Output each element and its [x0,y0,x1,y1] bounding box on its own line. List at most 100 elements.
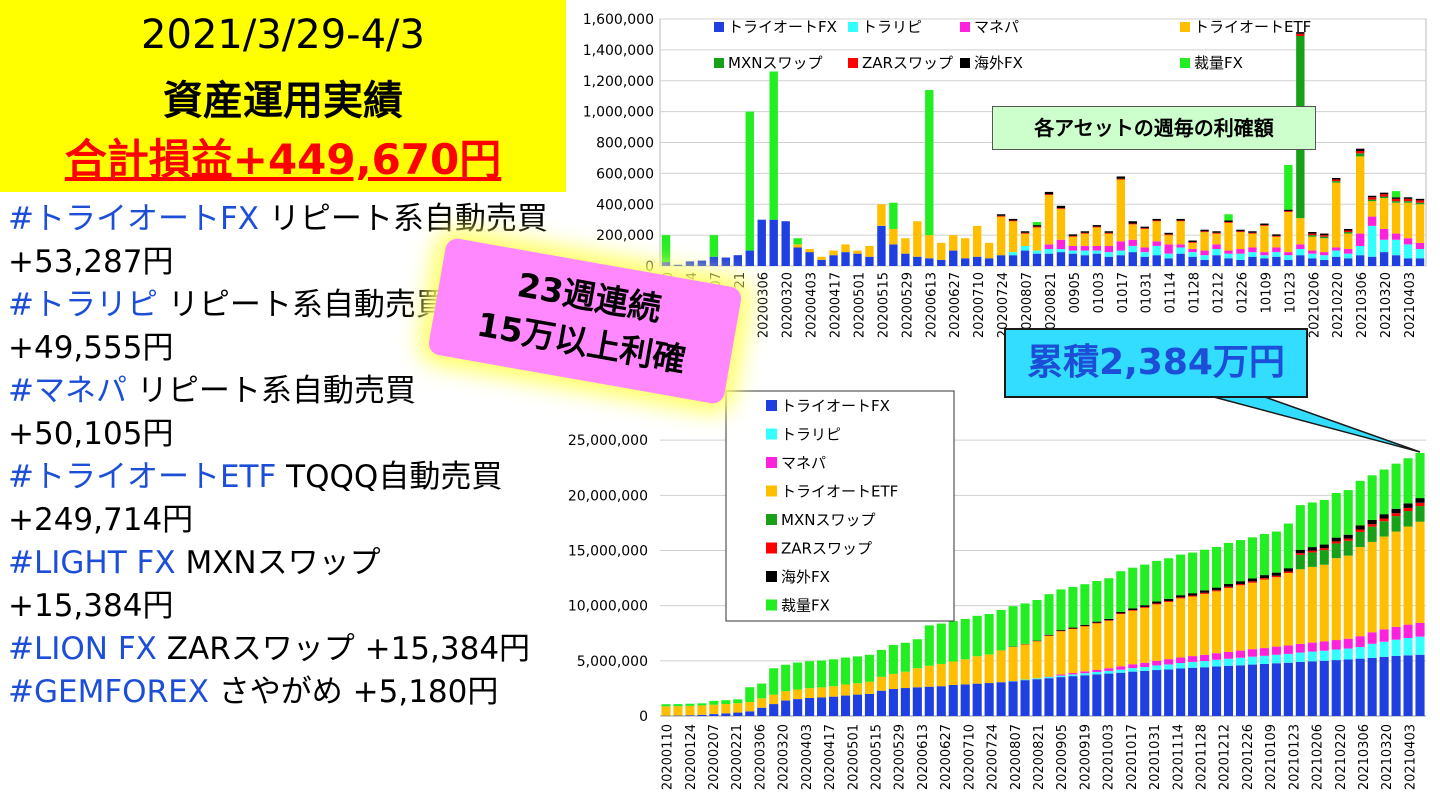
summary-row: +249,714円 [8,499,568,542]
summary-row: #トライオートFX リピート系自動売買 [8,198,568,241]
hashtag-link[interactable]: #トライオートETF [8,459,277,495]
bar-segment [1164,669,1174,716]
x-tick-label: 20201031 [1148,724,1163,790]
bar-segment [1068,586,1078,628]
bar-segment [1152,670,1162,716]
bar-segment [1152,218,1161,221]
bar-segment [1224,258,1233,266]
bar-segment [1128,221,1137,224]
bar-segment [1320,255,1329,260]
bar-segment [1308,258,1317,266]
bar-segment [1247,578,1258,582]
bar-segment [852,656,863,684]
hashtag-link[interactable]: #GEMFOREX [8,674,209,710]
bar-segment [1236,232,1245,250]
bar-segment [1355,153,1365,157]
x-tick-label: 10123 [1283,272,1298,313]
bar-segment [1415,242,1425,250]
bar-segment [745,687,755,702]
bar-segment [1391,197,1401,199]
bar-segment [1296,249,1305,256]
bar-segment [1188,249,1197,253]
bar-segment [1092,674,1102,716]
bar-segment [769,219,778,266]
bar-segment [1284,211,1293,212]
bar-segment [1248,231,1257,233]
bar-segment [1068,250,1078,254]
bar-segment [1344,233,1353,250]
bar-segment [1319,660,1329,716]
bar-segment [1367,195,1377,198]
hashtag-link[interactable]: #マネパ [8,373,127,409]
bar-segment [769,668,779,695]
hashtag-link[interactable]: #LION FX [8,631,157,667]
bar-segment [1116,241,1125,251]
bar-segment [1152,604,1162,661]
hashtag-link[interactable]: #LIGHT FX [8,545,176,581]
bar-segment [1020,245,1030,251]
bar-segment [984,242,994,259]
y-tick-label: 5,000,000 [577,654,648,670]
summary-row: #LIGHT FX MXNスワップ [8,542,568,585]
bar-segment [1176,220,1185,222]
legend-label: トライオートFX [728,18,837,36]
bar-segment [1056,205,1066,209]
hashtag-link[interactable]: #トラリピ [8,287,158,323]
x-tick-label: 20200306 [753,724,768,790]
bar-segment [853,253,862,266]
bar-segment [984,683,994,716]
bar-segment [1247,582,1258,650]
hashtag-link[interactable]: #トライオートFX [8,201,260,237]
bar-segment [1032,227,1042,251]
bar-segment [1343,534,1353,539]
bar-segment [1344,253,1353,259]
legend-swatch [766,400,777,411]
x-tick-label: 20200529 [900,272,915,338]
x-tick-label: 20210123 [1287,724,1302,790]
bar-segment [876,690,886,716]
bar-segment [1379,656,1389,716]
legend-swatch [960,58,970,68]
bar-segment [972,225,982,257]
summary-text: リピート系自動売買 [259,201,548,237]
bar-segment [924,625,934,666]
bar-segment [864,681,875,694]
bar-segment [1332,247,1341,251]
bar-segment [1152,665,1162,671]
bar-segment [1200,667,1210,716]
bar-segment [1056,630,1066,631]
bar-segment [1283,572,1293,646]
bar-segment [1152,255,1161,266]
bar-segment [1307,502,1317,548]
x-tick-label: 01128 [1188,272,1203,313]
y-tick-label: 0 [639,709,648,725]
bar-segment [1008,255,1018,266]
x-tick-label: 01031 [1140,272,1155,313]
x-tick-label: 20200417 [829,272,844,338]
bar-segment [1152,221,1161,242]
bar-segment [1283,523,1293,569]
bar-segment [841,244,850,253]
legend-label: MXNスワップ [781,511,875,529]
bar-segment [1020,232,1030,234]
bar-segment [1188,242,1197,243]
x-tick-label: 20210320 [1380,724,1395,790]
bar-segment [1319,650,1329,661]
bar-segment [1355,156,1365,234]
bar-segment [1367,657,1377,716]
x-tick-label: 20200515 [870,724,885,790]
bar-segment [1236,231,1245,233]
bar-segment [1164,232,1173,235]
bar-segment [1164,253,1173,259]
bar-segment [1211,587,1222,591]
bar-segment [709,714,719,716]
bar-segment [1320,235,1329,237]
bar-segment [709,700,719,705]
bar-segment [1235,657,1246,666]
bar-segment [685,705,695,716]
bar-segment [1403,258,1413,266]
bar-segment [1056,208,1066,209]
bar-segment [996,682,1006,716]
bar-segment [1308,235,1317,237]
bar-segment [1008,681,1018,716]
